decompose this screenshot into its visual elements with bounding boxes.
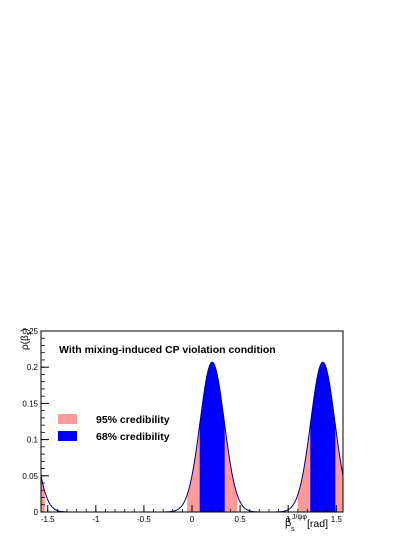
legend-label-95: 95% credibility: [96, 414, 170, 426]
y-tick-label: 0.2: [27, 363, 39, 372]
x-tick-label: -0.5: [137, 515, 151, 524]
y-tick-label: 0.05: [22, 472, 38, 481]
credibility-region-1-0: [199, 362, 225, 512]
y-axis: 0 0.05 0.1 0.15 0.2 0.25: [22, 327, 49, 517]
x-tick-label: -1: [92, 515, 100, 524]
credibility-region-0-0: [41, 475, 45, 512]
x-tick-label: 0.5: [235, 515, 247, 524]
x-tick-label: 0: [190, 515, 195, 524]
x-axis-label-unit: [rad]: [307, 518, 328, 530]
y-tick-label: 0.1: [27, 436, 39, 445]
x-axis-label-symbol: β: [285, 517, 291, 529]
y-tick-label: 0.25: [22, 327, 38, 336]
x-axis-label-superscript: J/ψφ: [292, 514, 307, 521]
legend-swatch-68: [58, 431, 77, 441]
y-tick-label: 0.15: [22, 399, 38, 408]
credibility-region-1-1: [310, 362, 336, 512]
y-tick-label: 0: [34, 508, 39, 517]
x-tick-label: 1.5: [331, 515, 343, 524]
x-tick-label: -1.5: [41, 515, 55, 524]
plot-marks: [40, 361, 344, 513]
x-axis: -1.5 -1 -0.5 0 0.5 1 1.5: [41, 505, 343, 524]
y-axis-label: ρ(βs): [20, 328, 33, 350]
legend-label-68: 68% credibility: [96, 431, 170, 443]
x-axis-label-subscript: s: [291, 526, 295, 533]
legend-swatch-95: [58, 414, 77, 424]
x-axis-label: β s J/ψφ [rad]: [285, 514, 328, 533]
chart-title: With mixing-induced CP violation conditi…: [59, 344, 276, 356]
legend: 95% credibility 68% credibility: [58, 414, 170, 443]
x-tick-label: 1: [286, 515, 291, 524]
